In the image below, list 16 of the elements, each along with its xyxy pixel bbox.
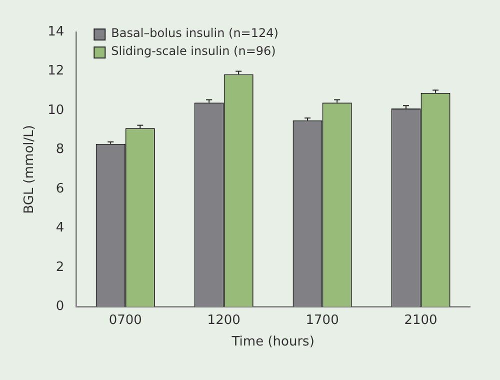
y-tick-label: 8 <box>56 142 64 158</box>
y-tick-label: 12 <box>48 64 64 79</box>
y-tick-label: 14 <box>48 24 64 40</box>
y-tick-label: 2 <box>56 260 64 275</box>
x-tick-label: 2100 <box>404 312 438 328</box>
x-axis-title: Time (hours) <box>230 334 314 350</box>
x-tick-label: 1200 <box>207 312 240 328</box>
x-tick-label: 1700 <box>306 312 339 328</box>
y-tick-label: 0 <box>56 299 64 314</box>
y-tick-label: 10 <box>48 102 64 118</box>
legend-label: Sliding-scale insulin (n=96) <box>111 44 276 58</box>
legend-label: Basal–bolus insulin (n=124) <box>111 26 278 40</box>
y-axis-title: BGL (mmol/L) <box>22 124 38 214</box>
y-tick-label: 4 <box>56 220 64 236</box>
x-tick-label: 0700 <box>108 312 142 328</box>
y-tick-label: 6 <box>56 181 64 196</box>
